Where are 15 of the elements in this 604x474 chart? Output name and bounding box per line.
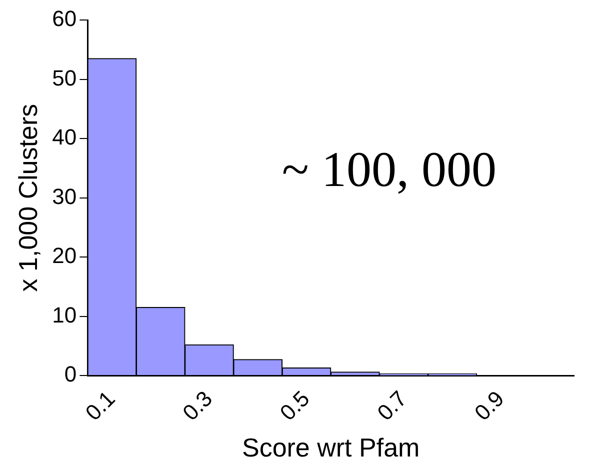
y-tick-label: 40 bbox=[52, 124, 77, 150]
x-tick-label: 0.3 bbox=[178, 386, 218, 426]
x-tick-label: 0.5 bbox=[275, 386, 314, 426]
y-axis-title: x 1,000 Clusters bbox=[12, 104, 43, 292]
y-tick-label: 30 bbox=[52, 184, 77, 209]
y-tick-label: 10 bbox=[52, 302, 77, 328]
x-tick-label: 0.1 bbox=[80, 386, 120, 426]
y-tick-label: 0 bbox=[64, 362, 77, 387]
y-tick-label: 20 bbox=[52, 243, 77, 268]
x-tick-label: 0.9 bbox=[470, 386, 509, 426]
y-tick-label: 50 bbox=[52, 65, 77, 90]
y-tick-label: 60 bbox=[52, 6, 77, 32]
x-axis-title: Score wrt Pfam bbox=[242, 432, 420, 463]
x-tick-label: 0.7 bbox=[372, 386, 412, 426]
annotation: ~ 100, 000 bbox=[282, 140, 496, 197]
